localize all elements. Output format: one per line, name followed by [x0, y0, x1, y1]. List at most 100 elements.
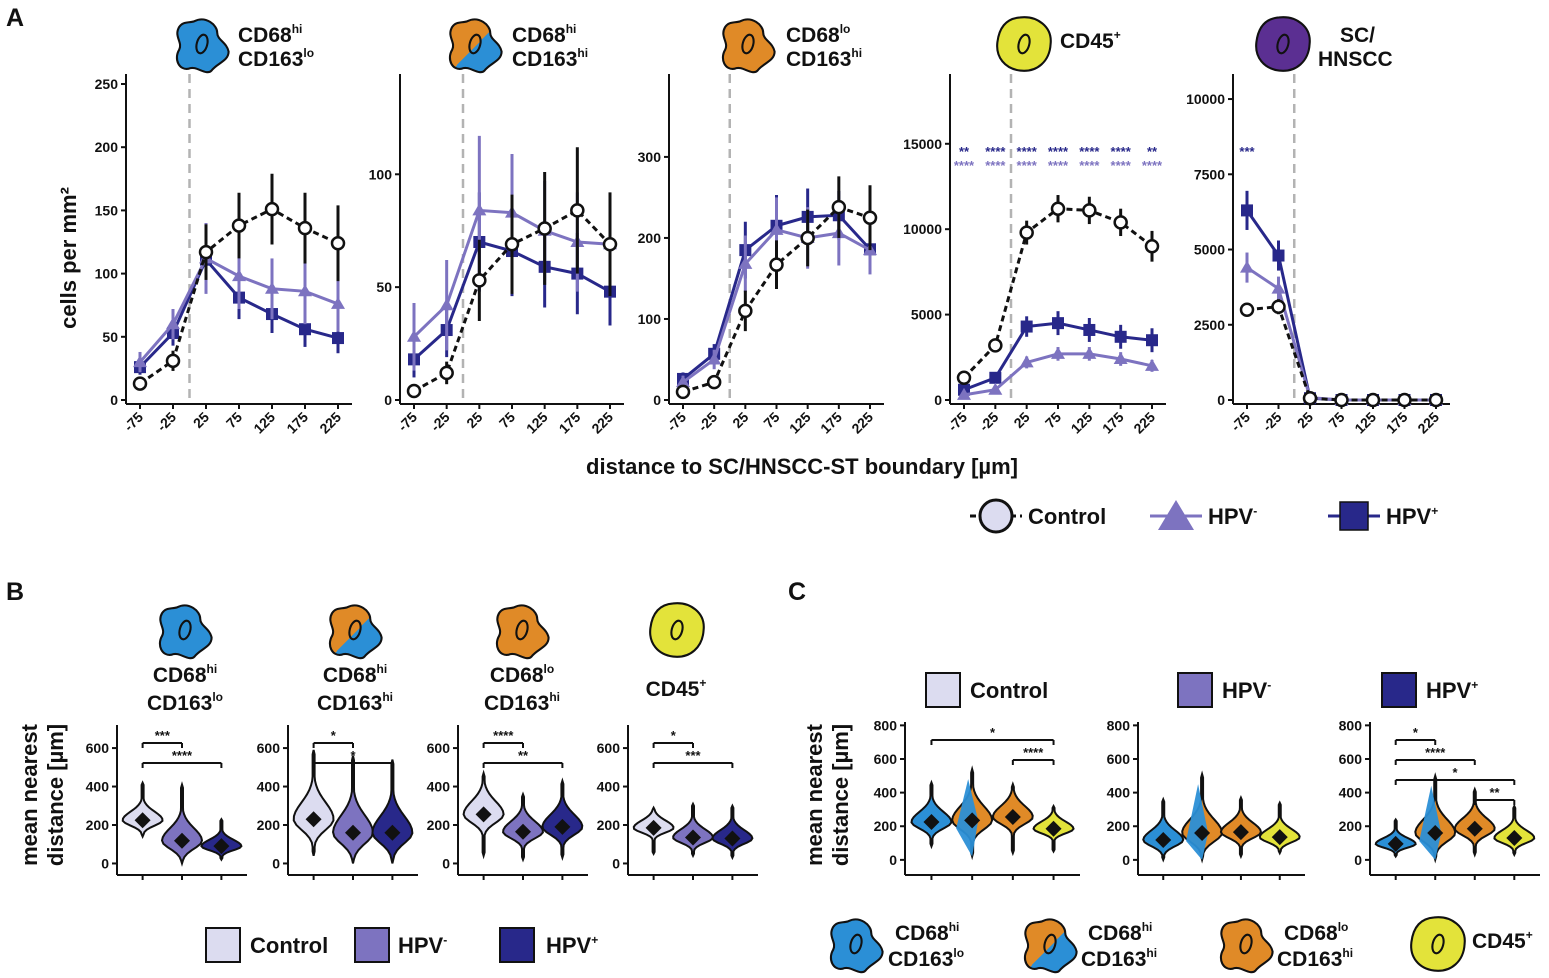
violin-body	[121, 780, 164, 839]
comparison-label: *	[1413, 725, 1419, 740]
sig-hpvneg: ****	[1142, 158, 1163, 173]
y-tick-label: 600	[1339, 751, 1363, 767]
violin-1	[121, 780, 164, 839]
comparison-label: **	[1489, 785, 1500, 800]
hpvpos-point	[1083, 323, 1096, 336]
violin-3	[1219, 795, 1263, 860]
cell-body	[175, 18, 230, 74]
mean-marker	[685, 829, 701, 846]
hdr-b1-sup: hi	[207, 662, 218, 676]
cell-nucleus	[741, 33, 755, 55]
x-tick-label: -25	[153, 409, 179, 435]
mean-marker	[1427, 824, 1444, 841]
x-tick-label: 25	[463, 409, 485, 431]
cell-nucleus	[1431, 933, 1445, 955]
control-point	[472, 273, 487, 288]
panel-a-xlabel: distance to SC/HNSCC-ST boundary [µm]	[586, 454, 1018, 479]
x-tick-label: 225	[848, 409, 876, 437]
mean-marker	[174, 832, 190, 849]
sig-hpvpos: ****	[1048, 144, 1069, 159]
y-tick-label: 0	[653, 392, 661, 408]
cell-body	[1255, 16, 1311, 72]
cell-body	[649, 602, 705, 658]
y-tick-label: 200	[1339, 818, 1363, 834]
hdr-a3-line2: CD163	[786, 48, 851, 71]
hdr-b1-line2: CD163	[147, 692, 212, 715]
hpvneg-point	[232, 269, 246, 282]
svg-text:CD45+: CD45+	[1472, 928, 1533, 953]
sig-hpvpos: ****	[1079, 144, 1100, 159]
y-tick-label: 0	[1354, 852, 1362, 868]
sig-hpvneg: ****	[1017, 158, 1038, 173]
violin-1	[1142, 796, 1185, 863]
mean-marker	[1387, 835, 1404, 852]
violin-body	[1258, 800, 1301, 856]
y-tick-label: 200	[427, 817, 451, 833]
legend-c-hpvneg-swatch	[1177, 672, 1213, 708]
x-tick-label: -25	[695, 409, 721, 435]
series-line-control	[1246, 305, 1436, 402]
x-tick-label: 75	[760, 409, 782, 431]
x-tick-label: -25	[976, 409, 1002, 435]
control-point	[1271, 299, 1286, 314]
x-tick-label: 225	[1414, 409, 1442, 437]
sig-hpvpos: ****	[1111, 144, 1132, 159]
mean-marker	[1155, 832, 1172, 849]
cell-body	[996, 16, 1052, 72]
control-point	[1302, 390, 1318, 406]
c-leg4-name: CD45	[1472, 930, 1526, 953]
panel-c-ylabel-1: mean nearest	[802, 723, 827, 866]
mean-marker	[515, 823, 531, 840]
legend-a-hpvpos-sup: +	[1431, 504, 1438, 518]
y-tick-label: 15000	[903, 136, 942, 152]
legend-c-hpvpos-text: HPV+	[1426, 678, 1478, 703]
violin-1	[1374, 817, 1417, 859]
hdr-a1-name: CD68	[238, 24, 292, 47]
control-point	[132, 376, 148, 391]
y-tick-label: 200	[257, 817, 281, 833]
hpvneg-point	[1082, 346, 1097, 359]
hdr-a5-line2: HNSCC	[1318, 48, 1393, 71]
control-point	[231, 218, 247, 233]
x-tick-label: 25	[1294, 409, 1316, 431]
x-tick-label: 25	[729, 409, 751, 431]
y-tick-label: 400	[597, 779, 621, 795]
sig-hpvneg: ****	[1111, 158, 1132, 173]
y-tick-label: 0	[612, 855, 620, 871]
violin-2	[502, 791, 544, 863]
sig-hpvpos: **	[1147, 144, 1158, 159]
header-b4: CD45+	[646, 676, 707, 701]
violin-2	[1414, 772, 1457, 864]
cell-nucleus	[515, 619, 529, 641]
control-point	[769, 257, 784, 272]
hdr-a3-sup: lo	[840, 22, 851, 36]
c-violin-chart-2: 0 200 400 600 800	[1107, 717, 1305, 880]
x-tick-label: 175	[817, 409, 845, 437]
x-tick-label: 125	[786, 409, 814, 437]
svg-text:CD68hi: CD68hi	[1088, 920, 1152, 945]
control-point	[1334, 392, 1349, 408]
violin-2	[331, 755, 375, 864]
hpvneg-point	[1051, 346, 1065, 359]
c-leg3-line2: CD163	[1277, 948, 1342, 971]
y-tick-label: 600	[597, 740, 621, 756]
header-b3: CD68lo CD163hi	[484, 662, 560, 715]
hpvneg-point	[407, 329, 421, 342]
legend-a-hpvneg-marker	[1158, 500, 1194, 530]
hdr-b1-line2-sup: lo	[212, 690, 223, 704]
violin-split-fill	[1419, 785, 1442, 860]
violin-4	[1258, 800, 1301, 856]
c-leg1-sup: hi	[949, 920, 960, 934]
comparison-label: ***	[155, 728, 171, 743]
x-tick-label: 225	[588, 409, 616, 437]
y-tick-label: 300	[638, 149, 662, 165]
cell-icon-cd68lo-cd163hi	[721, 18, 776, 74]
y-tick-label: 200	[86, 817, 110, 833]
control-point	[1019, 225, 1034, 240]
line-chart-1: 0 50 100 150 200 250 -75 -25 25 75 125 175 225	[95, 74, 352, 437]
mean-marker	[213, 838, 230, 855]
